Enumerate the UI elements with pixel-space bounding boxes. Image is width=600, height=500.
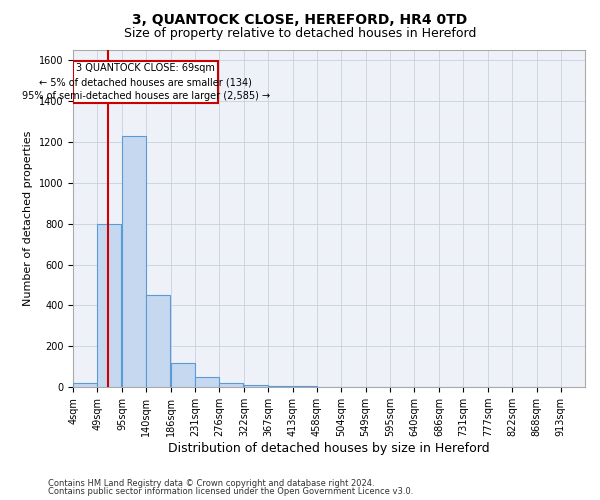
Bar bbox=[244, 385, 268, 387]
Bar bbox=[97, 224, 121, 387]
Y-axis label: Number of detached properties: Number of detached properties bbox=[23, 131, 34, 306]
Bar bbox=[293, 386, 317, 387]
Bar bbox=[268, 386, 292, 387]
Bar bbox=[73, 383, 97, 387]
Text: Contains HM Land Registry data © Crown copyright and database right 2024.: Contains HM Land Registry data © Crown c… bbox=[48, 478, 374, 488]
Bar bbox=[122, 136, 146, 387]
Bar bbox=[73, 61, 218, 103]
Bar bbox=[195, 377, 219, 387]
Text: 3, QUANTOCK CLOSE, HEREFORD, HR4 0TD: 3, QUANTOCK CLOSE, HEREFORD, HR4 0TD bbox=[133, 12, 467, 26]
Bar bbox=[146, 296, 170, 387]
Bar bbox=[219, 383, 243, 387]
Text: Size of property relative to detached houses in Hereford: Size of property relative to detached ho… bbox=[124, 28, 476, 40]
X-axis label: Distribution of detached houses by size in Hereford: Distribution of detached houses by size … bbox=[169, 442, 490, 455]
Text: Contains public sector information licensed under the Open Government Licence v3: Contains public sector information licen… bbox=[48, 487, 413, 496]
Bar bbox=[171, 362, 195, 387]
Text: 3 QUANTOCK CLOSE: 69sqm
← 5% of detached houses are smaller (134)
95% of semi-de: 3 QUANTOCK CLOSE: 69sqm ← 5% of detached… bbox=[22, 63, 270, 101]
